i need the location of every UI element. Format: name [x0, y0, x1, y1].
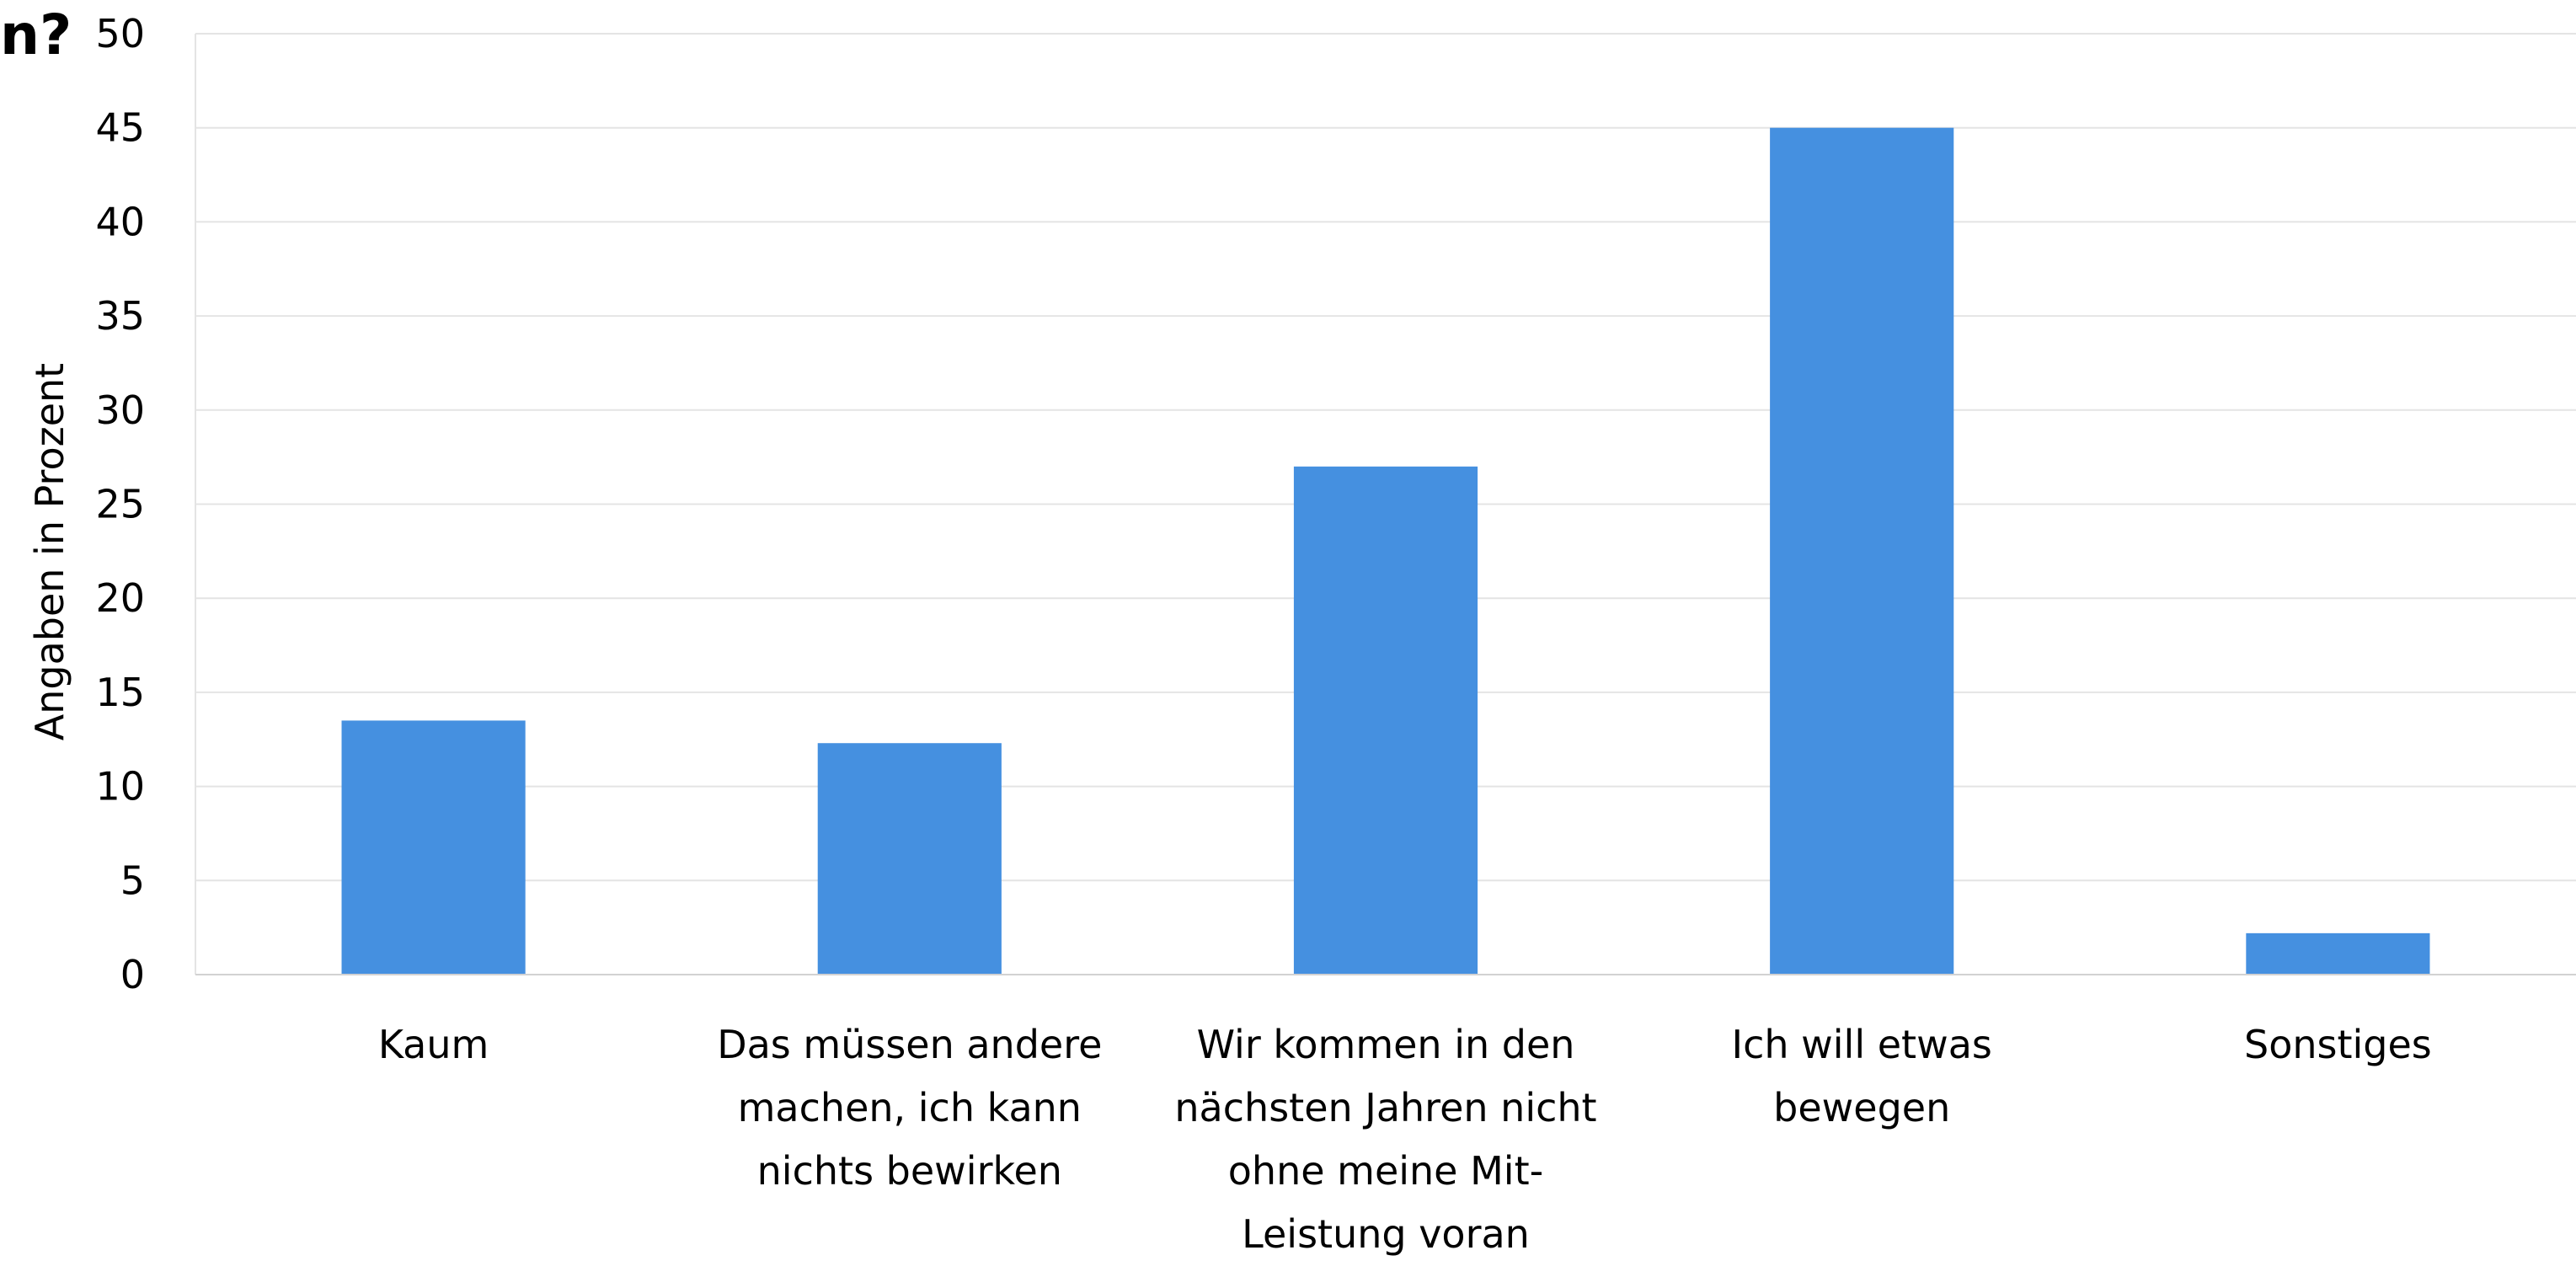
- category-label-line: Leistung voran: [1242, 1211, 1530, 1257]
- category-label-line: Wir kommen in den: [1197, 1022, 1575, 1067]
- axes: [195, 34, 2576, 975]
- y-tick-label: 50: [95, 11, 145, 56]
- category-label-line: Das müssen andere: [717, 1022, 1102, 1067]
- bar: [817, 743, 1002, 975]
- category-label-line: nichts bewirken: [757, 1148, 1062, 1194]
- category-label: Das müssen andere machen, ich kann nichts …: [717, 1022, 1102, 1194]
- category-label-line: Sonstiges: [2244, 1022, 2432, 1067]
- y-tick-labels: 0 5 10 15 20 25 30 35 40 45 50: [95, 11, 145, 997]
- y-tick-label: 15: [95, 670, 145, 715]
- category-label: Ich will etwas bewegen: [1732, 1022, 1992, 1130]
- bar: [1293, 466, 1478, 975]
- y-tick-label: 25: [95, 482, 145, 527]
- y-tick-label: 40: [95, 199, 145, 244]
- chart-title-fragment: n?: [0, 3, 72, 67]
- category-label: Kaum: [378, 1022, 489, 1067]
- category-label-line: ohne meine Mit-: [1228, 1148, 1543, 1194]
- category-label: Sonstiges: [2244, 1022, 2432, 1067]
- category-label-line: machen, ich kann: [738, 1085, 1082, 1130]
- y-axis-label: Angaben in Prozent: [27, 363, 72, 740]
- category-label: Wir kommen in den nächsten Jahren nicht oh…: [1174, 1022, 1596, 1257]
- bar: [2246, 932, 2430, 975]
- y-tick-label: 5: [120, 858, 145, 903]
- bar: [1770, 127, 1954, 975]
- category-label-line: nächsten Jahren nicht: [1174, 1085, 1596, 1130]
- y-tick-label: 0: [120, 952, 145, 997]
- y-tick-label: 20: [95, 575, 145, 621]
- category-label-line: Ich will etwas: [1732, 1022, 1992, 1067]
- y-tick-label: 30: [95, 387, 145, 433]
- y-tick-label: 35: [95, 293, 145, 339]
- category-label-line: Kaum: [378, 1022, 489, 1067]
- category-label-line: bewegen: [1773, 1085, 1950, 1130]
- y-tick-label: 45: [95, 105, 145, 151]
- bar: [341, 720, 526, 975]
- bars: [341, 127, 2430, 975]
- category-labels: Kaum Das müssen andere machen, ich kann nic…: [378, 1022, 2432, 1257]
- y-tick-label: 10: [95, 764, 145, 809]
